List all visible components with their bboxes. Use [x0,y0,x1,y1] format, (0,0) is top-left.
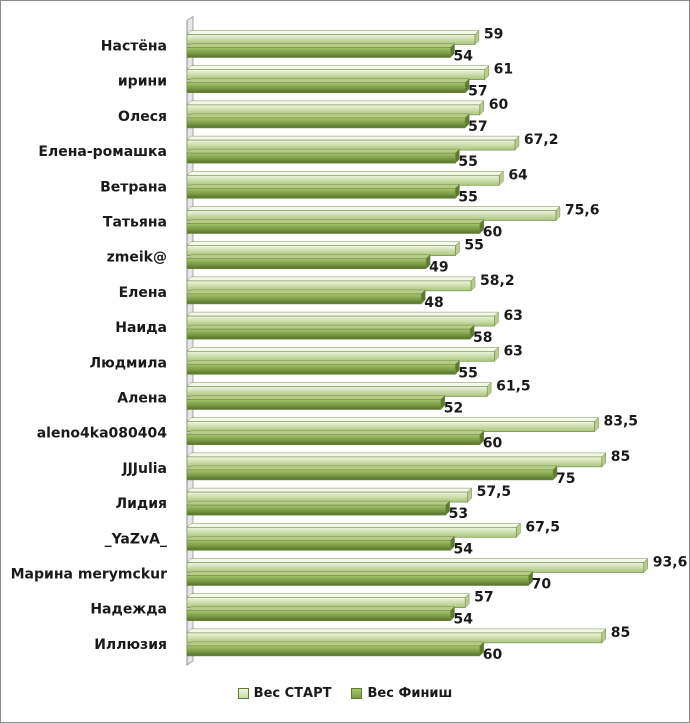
data-label-start: 60 [489,97,509,113]
data-label-finish: 75 [556,471,575,487]
category-label: ирини [118,74,167,90]
bar-start [186,452,607,468]
data-label-start: 85 [611,449,630,465]
bar-start [186,417,600,433]
bar-start [186,135,520,151]
category-label: JJJulia [121,461,167,477]
bar-start [186,628,607,644]
category-label: _YaZvA_ [105,531,167,547]
data-label-start: 58,2 [480,273,515,289]
data-label-start: 61 [494,62,513,78]
data-label-finish: 54 [454,49,474,65]
data-label-start: 75,6 [565,203,600,219]
category-label: zmeik@ [107,250,167,266]
data-label-start: 67,2 [524,132,559,148]
data-label-start: 63 [503,308,522,324]
data-label-start: 61,5 [496,379,531,395]
bar-finish [186,218,485,235]
data-label-finish: 49 [429,260,448,276]
data-label-start: 93,6 [653,555,688,571]
bar-start [186,522,522,538]
bar-finish [186,324,475,340]
category-label: Лидия [115,496,167,512]
category-label: Ветрана [100,179,167,195]
data-label-finish: 55 [458,189,477,205]
legend-label: Вес СТАРТ [253,686,332,701]
bar-finish [186,289,426,305]
data-label-start: 67,5 [525,519,560,535]
category-label: Иллюзия [94,637,167,653]
data-label-start: 83,5 [603,414,638,430]
data-label-finish: 54 [454,541,474,557]
data-label-finish: 53 [449,506,468,522]
legend-swatch [237,688,249,699]
category-label: Алена [117,391,167,407]
bar-finish [186,394,446,411]
bar-finish [186,535,456,551]
data-label-start: 85 [611,625,630,641]
bar-finish [186,78,470,94]
data-label-finish: 55 [458,154,477,170]
category-label: Елена-ромашка [38,144,167,160]
category-label: Настёна [101,39,167,55]
bar-finish [186,465,558,481]
bar-finish [186,148,461,164]
bar-finish [186,359,461,375]
data-label-finish: 60 [483,436,503,452]
data-label-finish: 60 [483,647,503,663]
bar-start [186,311,500,327]
bar-start [186,29,480,46]
legend-label: Вес Финиш [367,686,453,701]
bar-finish [186,500,451,516]
bar-finish [186,606,456,622]
data-label-start: 57 [474,590,493,606]
bar-finish [186,254,431,270]
bar-start [186,346,500,362]
bar-start [186,65,490,81]
category-label: Наида [115,320,167,336]
bar-start [186,100,485,116]
data-label-start: 59 [484,27,503,43]
bar-start [186,487,473,503]
bar-finish [186,42,456,59]
data-label-finish: 70 [532,577,552,593]
bar-start [186,170,504,186]
data-label-finish: 52 [444,401,463,417]
category-label: Марина merymckur [11,567,167,583]
category-label: Надежда [90,602,167,618]
bar-finish [186,430,485,446]
data-label-finish: 57 [468,119,487,135]
legend: Вес СТАРТ Вес Финиш [0,686,690,703]
legend-item: Вес СТАРТ [237,686,332,701]
category-label: Олеся [118,109,167,125]
category-label: Татьяна [103,215,167,231]
bar-finish [186,570,534,587]
category-label: Елена [119,285,167,301]
bar-start [186,593,470,609]
data-label-start: 64 [508,167,528,183]
bar-start [186,205,561,222]
bar-finish [186,641,485,657]
category-label: aleno4ka080404 [37,426,168,442]
category-label: Людмила [90,355,168,371]
bar-finish [186,183,461,199]
data-label-finish: 57 [468,84,487,100]
legend-item: Вес Финиш [351,686,452,701]
legend-swatch [351,688,363,699]
data-label-finish: 48 [424,295,443,311]
data-label-finish: 60 [483,225,503,241]
data-label-start: 63 [503,343,522,359]
bar-start [186,381,492,398]
bar-start [186,276,476,292]
bar-start [186,557,649,574]
bar-finish [186,113,470,129]
data-label-start: 55 [464,238,483,254]
chart-canvas: Настёна5954ирини6157Олеся6057Елена-ромаш… [11,15,688,666]
data-label-finish: 58 [473,330,492,346]
data-label-finish: 55 [458,365,477,381]
data-label-start: 57,5 [477,484,512,500]
data-label-finish: 54 [454,612,474,628]
bar-start [186,241,461,257]
